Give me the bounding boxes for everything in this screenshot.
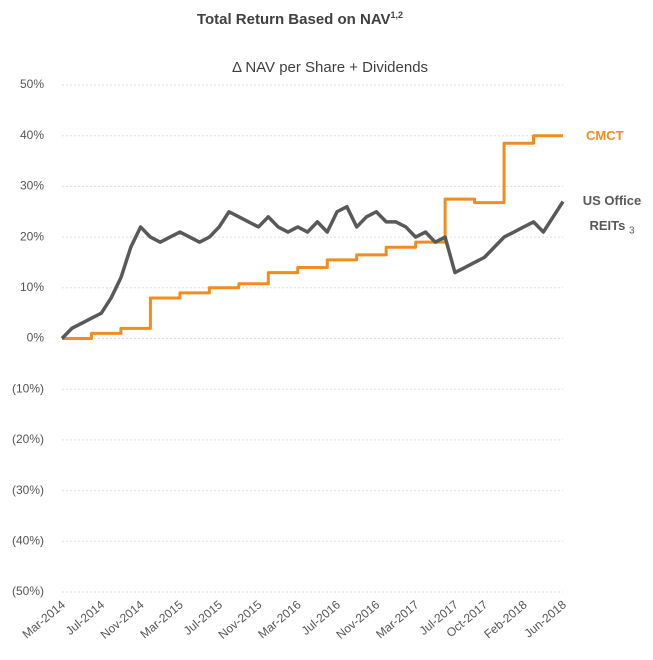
chart-subtitle: Δ NAV per Share + Dividends xyxy=(232,59,428,76)
title-superscript: 1,2 xyxy=(391,10,404,20)
y-tick-label: (30%) xyxy=(12,483,44,497)
series-name: US Office REITs xyxy=(582,193,642,233)
x-tick-label: Jun-2018 xyxy=(522,597,570,640)
series-line xyxy=(62,134,563,340)
series-label: CMCT xyxy=(586,128,624,143)
x-tick-label: Mar-2017 xyxy=(373,597,422,641)
x-tick-label: Nov-2015 xyxy=(216,597,265,641)
x-tick-label: Mar-2015 xyxy=(137,597,186,641)
chart-title: Total Return Based on NAV1,2 xyxy=(197,10,403,28)
y-tick-label: 40% xyxy=(20,128,44,142)
series-line xyxy=(60,200,565,340)
series-label: US Office REITs 3 xyxy=(572,188,652,244)
y-tick-label: 30% xyxy=(20,179,44,193)
y-tick-label: (50%) xyxy=(12,584,44,598)
x-tick-label: Nov-2016 xyxy=(333,597,382,641)
title-text: Total Return Based on NAV xyxy=(197,11,391,28)
x-tick-label: Mar-2014 xyxy=(20,597,69,641)
y-tick-label: 0% xyxy=(27,331,45,345)
y-tick-label: 10% xyxy=(20,280,44,294)
x-tick-label: Nov-2014 xyxy=(98,597,147,641)
y-tick-label: (20%) xyxy=(12,432,44,446)
y-tick-label: 50% xyxy=(20,77,44,91)
footnote: 3 xyxy=(628,225,635,237)
x-tick-label: Feb-2018 xyxy=(481,597,530,641)
x-tick-label: Mar-2016 xyxy=(255,597,304,641)
y-tick-label: 20% xyxy=(20,229,44,243)
y-tick-label: (10%) xyxy=(12,381,44,395)
y-tick-label: (40%) xyxy=(12,533,44,547)
